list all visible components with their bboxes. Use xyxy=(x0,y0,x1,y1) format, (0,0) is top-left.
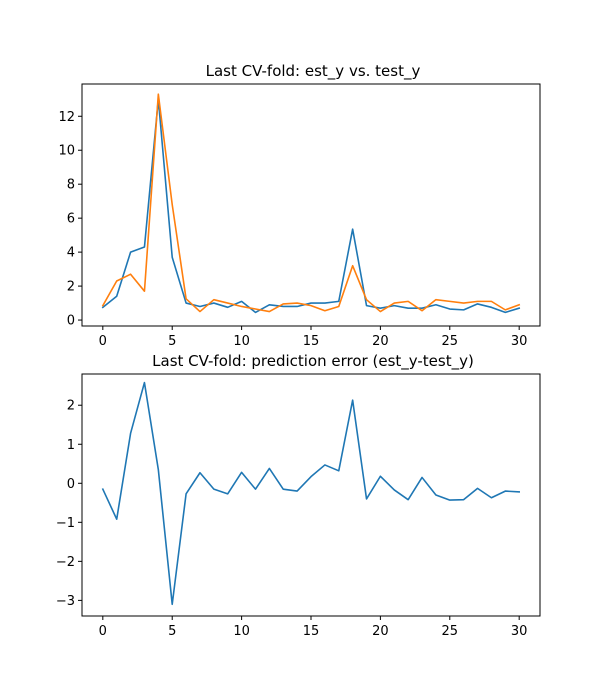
top-subplot-x-tick-label: 0 xyxy=(99,334,107,349)
bottom-subplot-x-tick-label: 20 xyxy=(372,624,389,639)
bottom-subplot-x-ticks: 0 5 10 15 20 25 30 xyxy=(99,616,528,639)
bottom-subplot-x-tick-label: 5 xyxy=(168,624,176,639)
bottom-subplot-lines xyxy=(101,381,521,606)
bottom-subplot-y-tick-label: −2 xyxy=(56,555,75,570)
bottom-subplot-y-tick-label: −3 xyxy=(56,594,75,609)
bottom-subplot-frame xyxy=(81,373,541,617)
bottom-subplot-x-tick-label: 30 xyxy=(511,624,528,639)
bottom-subplot-y-tick-label: 0 xyxy=(67,477,75,492)
bottom-subplot-x-tick-label: 10 xyxy=(233,624,250,639)
bottom-subplot-x-tick-label: 0 xyxy=(99,624,107,639)
bottom-subplot-x-tick-label: 15 xyxy=(303,624,320,639)
bottom-subplot-y-tick-label: 2 xyxy=(67,399,75,414)
top-subplot-x-ticks: 0 5 10 15 20 25 30 xyxy=(99,326,528,349)
top-subplot-y-tick-label: 12 xyxy=(58,110,75,125)
top-subplot-x-tick-label: 5 xyxy=(168,334,176,349)
top-subplot-y-tick-label: 0 xyxy=(67,314,75,329)
top-subplot-x-tick-label: 30 xyxy=(511,334,528,349)
top-subplot-series-1-line xyxy=(101,93,521,313)
top-subplot-frame xyxy=(81,83,541,327)
top-subplot-y-ticks: 0 2 4 6 8 10 12 xyxy=(58,110,82,329)
top-subplot: Last CV-fold: est_y vs. test_y 0 5 10 15 20 2… xyxy=(58,62,541,349)
top-subplot-y-tick-label: 8 xyxy=(67,178,75,193)
top-subplot-title: Last CV-fold: est_y vs. test_y xyxy=(206,62,421,81)
top-subplot-x-tick-label: 25 xyxy=(442,334,459,349)
top-subplot-y-tick-label: 4 xyxy=(67,246,75,261)
bottom-subplot-x-tick-label: 25 xyxy=(442,624,459,639)
bottom-subplot-y-ticks: −3 −2 −1 0 1 2 xyxy=(56,399,82,609)
top-subplot-x-tick-label: 15 xyxy=(303,334,320,349)
top-subplot-y-tick-label: 2 xyxy=(67,280,75,295)
top-subplot-y-tick-label: 6 xyxy=(67,212,75,227)
bottom-subplot-y-tick-label: −1 xyxy=(56,516,75,531)
bottom-subplot: Last CV-fold: prediction error (est_y-te… xyxy=(56,352,541,639)
top-subplot-lines xyxy=(101,93,521,314)
bottom-subplot-title: Last CV-fold: prediction error (est_y-te… xyxy=(152,352,474,371)
top-subplot-x-tick-label: 20 xyxy=(372,334,389,349)
top-subplot-y-tick-label: 10 xyxy=(58,144,75,159)
bottom-subplot-series-0-line xyxy=(101,381,521,606)
bottom-subplot-y-tick-label: 1 xyxy=(67,438,75,453)
top-subplot-series-0-line xyxy=(101,98,521,314)
top-subplot-x-tick-label: 10 xyxy=(233,334,250,349)
